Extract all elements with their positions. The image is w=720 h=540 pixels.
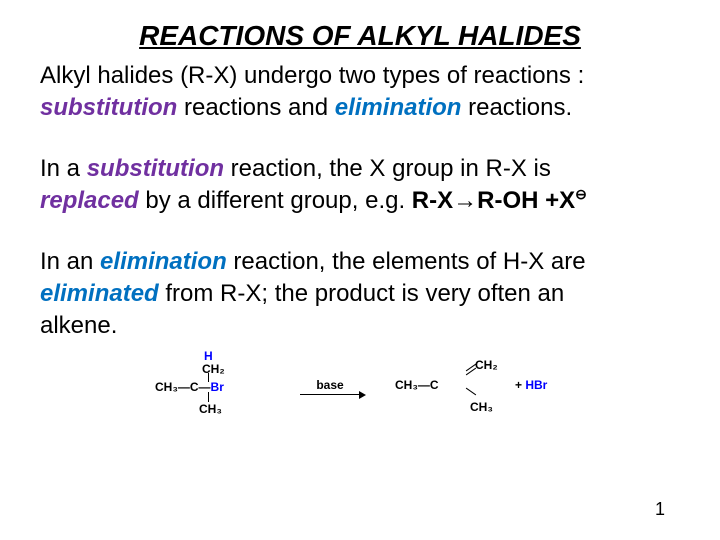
reactant-row: CH₃—C—Br	[155, 381, 224, 393]
reactant-molecule: H CH₂ CH₃—C—Br CH₃	[155, 353, 265, 421]
p3-t1: In an	[40, 248, 100, 275]
reactant-row-text: CH₃—C—	[155, 380, 211, 394]
page-number: 1	[655, 499, 665, 520]
hbr-text: HBr	[525, 378, 547, 392]
product-ch3: CH₃	[470, 401, 493, 413]
body-text: Alkyl halides (R-X) undergo two types of…	[40, 60, 680, 343]
arrow-label: base	[295, 378, 365, 392]
reactant-br: Br	[211, 380, 224, 394]
paragraph-2: In a substitution reaction, the X group …	[40, 153, 680, 218]
reaction-diagram: H CH₂ CH₃—C—Br CH₃ base CH₂ CH₃—C CH₃ + …	[40, 353, 680, 421]
bond-icon	[466, 387, 476, 395]
paragraph-3: In an elimination reaction, the elements…	[40, 246, 680, 343]
bond-icon	[208, 392, 209, 402]
reactant-ch3: CH₃	[199, 403, 222, 415]
p2-t2: reaction, the X group in R-X is	[224, 155, 551, 182]
product-hbr: + HBr	[515, 379, 547, 391]
p2-substitution: substitution	[87, 155, 224, 182]
p1-t3: reactions.	[461, 94, 572, 121]
product-molecule: CH₂ CH₃—C CH₃ + HBr	[395, 357, 565, 417]
slide-title: REACTIONS OF ALKYL HALIDES	[40, 20, 680, 52]
p2-t1: In a	[40, 155, 87, 182]
p1-line1: Alkyl halides (R-X) undergo two types of…	[40, 62, 584, 89]
p2-t3: by a different group, e.g.	[139, 187, 412, 214]
reactant-ch2: CH₂	[202, 363, 225, 375]
p3-t4: alkene.	[40, 312, 117, 339]
p3-t3: from R-X; the product is very often an	[159, 280, 565, 307]
p3-eliminated: eliminated	[40, 280, 159, 307]
product-ch2: CH₂	[475, 359, 498, 371]
p1-t2: reactions and	[177, 94, 334, 121]
paragraph-1: Alkyl halides (R-X) undergo two types of…	[40, 60, 680, 125]
p2-equation: R-X→R-OH +X	[412, 187, 575, 214]
arrow-icon	[300, 394, 360, 395]
product-row: CH₃—C	[395, 379, 439, 391]
p2-replaced: replaced	[40, 187, 139, 214]
reactant-h: H	[204, 350, 213, 362]
p1-substitution: substitution	[40, 94, 177, 121]
p3-t2: reaction, the elements of H-X are	[227, 248, 586, 275]
reaction-arrow: base	[295, 378, 365, 395]
p1-elimination: elimination	[335, 94, 462, 121]
p2-charge: ⊖	[575, 186, 587, 202]
p3-elimination: elimination	[100, 248, 227, 275]
plus-sign: +	[515, 378, 525, 392]
